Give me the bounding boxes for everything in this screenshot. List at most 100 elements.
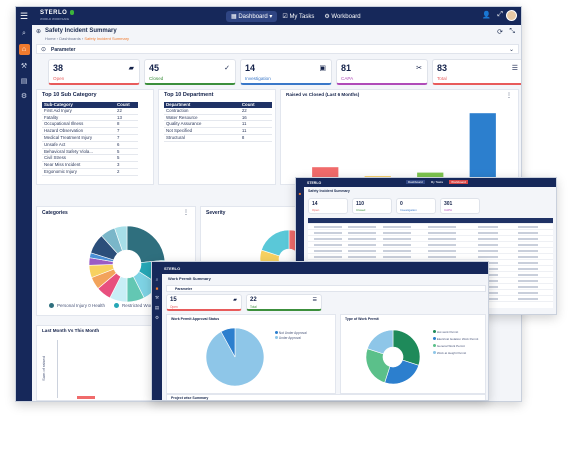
table-row[interactable]: Water Resource 16: [164, 114, 272, 122]
search-icon[interactable]: ⌕: [22, 30, 26, 37]
user-icon[interactable]: 👤: [482, 12, 491, 19]
col-sub-category[interactable]: Sub-Category: [42, 102, 115, 108]
table-row[interactable]: [308, 242, 553, 248]
legend-height[interactable]: Work at Height Permit: [433, 350, 483, 357]
table-row[interactable]: [308, 218, 553, 224]
categories-more-icon[interactable]: ⋮: [183, 210, 189, 216]
report-icon[interactable]: ▤: [20, 78, 28, 85]
legend-label-2[interactable]: Restricted Work: [122, 303, 154, 308]
table-row[interactable]: Contraction 22: [164, 107, 272, 115]
table-cell: [428, 238, 456, 240]
small-kpi-card[interactable]: 110 Closed: [352, 198, 392, 214]
avatar[interactable]: [506, 10, 517, 21]
back-icon[interactable]: ⊕: [36, 29, 42, 35]
small-kpi-card[interactable]: 0 Investigation: [396, 198, 436, 214]
table-row[interactable]: Quality Assurance 11: [164, 120, 272, 129]
table-row[interactable]: [308, 248, 553, 254]
permit-search-icon[interactable]: ⌕: [155, 277, 159, 282]
permit-kpi-open[interactable]: 15 Open ▰: [166, 294, 242, 311]
col-department[interactable]: Department: [164, 102, 240, 108]
table-row[interactable]: First Aid Injury 22: [42, 107, 138, 115]
kpi-card-open[interactable]: 38 Open ▰: [48, 59, 140, 85]
table-cell: [428, 244, 456, 246]
small-home-icon[interactable]: ■: [298, 191, 302, 196]
bar-3[interactable]: [469, 113, 496, 178]
table-row[interactable]: Fatality 13: [42, 114, 138, 122]
cell-count: 22: [239, 107, 272, 115]
category-slice-12[interactable]: [114, 225, 128, 252]
table-row[interactable]: Civil Stress 5: [42, 154, 138, 163]
home-icon[interactable]: ⌂: [18, 44, 30, 55]
table-row[interactable]: Near Miss Incident 3: [42, 161, 138, 169]
table-cell: [348, 256, 376, 258]
permit-settings-icon[interactable]: ⚙: [154, 315, 160, 320]
expand-icon[interactable]: ⤢: [497, 11, 503, 18]
legend-label-1[interactable]: Personal Injury 0 Health: [57, 303, 106, 308]
small-kpi-label: Investigation: [400, 208, 417, 212]
nav-workboard[interactable]: ⚙ Workboard: [324, 14, 361, 20]
tools-icon[interactable]: ⚒: [20, 63, 28, 70]
categories-legend: Personal Injury 0 Health Restricted Work: [49, 303, 154, 308]
bar-2[interactable]: [417, 172, 444, 178]
small-nav-workboard[interactable]: Workboard: [449, 180, 468, 184]
approval-pie: [205, 327, 265, 387]
category-slice-0[interactable]: [126, 225, 166, 263]
small-kpi-card[interactable]: 14 Open: [308, 198, 348, 214]
small-nav-tasks[interactable]: My Tasks: [430, 180, 444, 184]
severity-slice-3[interactable]: [261, 229, 290, 257]
dashboard-icon: ▦: [231, 14, 239, 20]
sub-category-title: Top 10 Sub Category: [42, 92, 97, 98]
kpi-card-capa[interactable]: 81 CAPA ✂: [336, 59, 428, 85]
parameter-bar[interactable]: ⊙ Parameter ⌄: [36, 44, 519, 54]
legend-hot-work[interactable]: Hot work Permit: [433, 329, 483, 336]
col-dept-count[interactable]: Count: [239, 102, 272, 108]
small-kpi-card[interactable]: 301 CAPA: [440, 198, 480, 214]
legend-electrical[interactable]: Electrical Isolation Work Permit: [433, 336, 483, 343]
table-cell: [518, 232, 538, 234]
kpi-label: Closed: [149, 76, 164, 81]
nav-dashboard[interactable]: ▦ Dashboard ▾: [226, 11, 278, 22]
permit-type-slice-3[interactable]: [366, 329, 394, 355]
kpi-card-total[interactable]: 83 Total ☰: [432, 59, 521, 85]
table-row[interactable]: Structural 8: [164, 134, 272, 142]
permit-home-icon[interactable]: ■: [155, 286, 159, 291]
permit-type-slice-2[interactable]: [365, 348, 391, 384]
permit-type-slice-0[interactable]: [392, 329, 421, 366]
kpi-card-investigation[interactable]: 14 Investigation ▣: [240, 59, 332, 85]
table-row[interactable]: Ergonomic Injury 2: [42, 168, 138, 176]
chevron-down-icon[interactable]: ⌄: [508, 47, 514, 53]
sub-category-panel: Top 10 Sub Category Sub-Category Count Fi…: [36, 89, 154, 185]
bar-0[interactable]: [312, 167, 339, 178]
col-count[interactable]: Count: [115, 102, 138, 108]
table-row[interactable]: [308, 254, 553, 260]
nav-my-tasks[interactable]: ☑ My Tasks: [282, 14, 315, 20]
logo[interactable]: STERLO WORLD WORKSAFE: [40, 10, 75, 22]
kpi-card-closed[interactable]: 45 Closed ✓: [144, 59, 236, 85]
table-row[interactable]: Behavioral Safety Viola... 5: [42, 148, 138, 156]
small-nav-dashboard[interactable]: Dashboard: [406, 180, 425, 184]
settings-icon[interactable]: ⚙: [20, 93, 28, 100]
table-row[interactable]: [308, 230, 553, 236]
approval-slice-1[interactable]: [220, 327, 236, 358]
more-icon[interactable]: ⋮: [506, 93, 512, 99]
table-row[interactable]: [308, 224, 553, 230]
menu-icon[interactable]: ☰: [20, 10, 29, 21]
fullscreen-icon[interactable]: ⤡: [509, 28, 515, 35]
permit-type-slice-1[interactable]: [384, 359, 420, 385]
table-row[interactable]: [308, 236, 553, 242]
permit-parameter-bar[interactable]: Parameter: [166, 285, 486, 292]
legend-not-approved[interactable]: Not Under Approval: [275, 331, 315, 336]
table-row[interactable]: Hazard Observation 7: [42, 127, 138, 135]
table-row[interactable]: Unsafe Act 6: [42, 141, 138, 149]
small-logo: STERLO: [307, 180, 322, 185]
table-row[interactable]: Medical Treatment Injury 7: [42, 134, 138, 142]
table-row[interactable]: Occupational Illness 8: [42, 120, 138, 129]
permit-tools-icon[interactable]: ⚒: [154, 295, 160, 300]
legend-general[interactable]: General Work Permit: [433, 343, 483, 350]
table-cell: [383, 250, 411, 252]
refresh-icon[interactable]: ⟳: [497, 29, 503, 36]
permit-kpi-total[interactable]: 22 Total ☰: [246, 294, 322, 311]
table-row[interactable]: Not Specified 11: [164, 127, 272, 135]
permit-report-icon[interactable]: ▤: [154, 305, 160, 310]
legend-under-approval[interactable]: Under Approval: [275, 336, 315, 341]
